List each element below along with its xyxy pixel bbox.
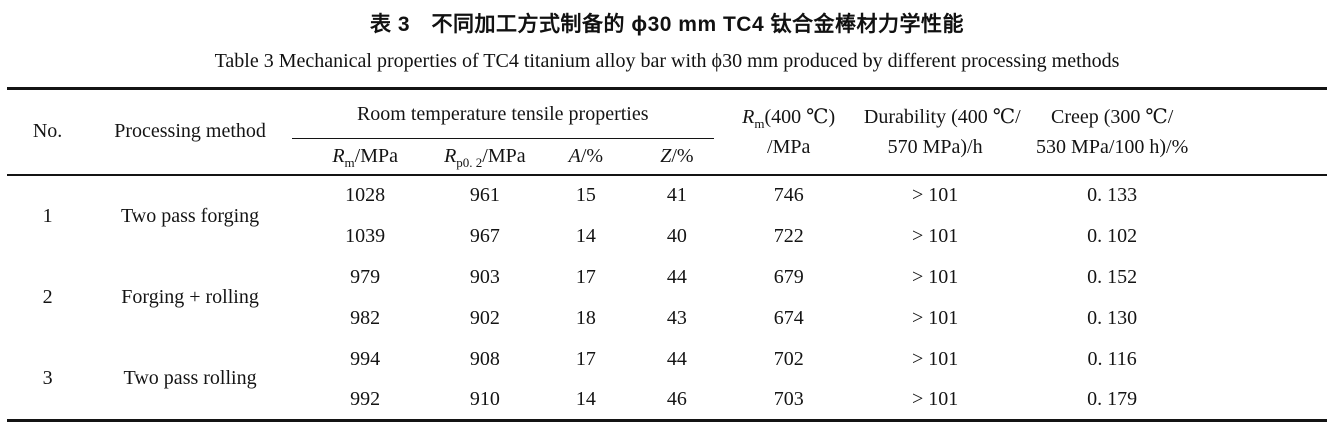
cell-a: 17: [575, 265, 596, 288]
cell-rm: 1039: [345, 224, 386, 247]
cell-rm400: 702: [773, 347, 804, 370]
header-creep-line2: 530 MPa/100 h)/%: [1036, 135, 1189, 158]
cell-a: 14: [575, 224, 596, 247]
cell-rm: 979: [350, 265, 381, 288]
header-rm-400-line1: Rm(400 ℃): [742, 105, 836, 131]
cell-a: 14: [575, 387, 596, 410]
cell-rm400: 679: [773, 265, 804, 288]
cell-no: 3: [42, 367, 53, 390]
table-body: 1 Two pass forging 1028 961 15 41 746 > …: [7, 175, 1327, 421]
cell-rm400: 674: [773, 306, 804, 329]
header-durability: Durability (400 ℃/ 570 MPa)/h: [863, 88, 1021, 176]
cell-z: 40: [666, 224, 687, 247]
table-row: 2 Forging + rolling 979 903 17 44 679 > …: [7, 257, 1327, 309]
header-reduction: Z/%: [640, 138, 714, 176]
cell-no: 1: [42, 204, 53, 227]
table-row: 992 910 14 46 703 > 101 0. 179: [7, 380, 1327, 421]
cell-rp02: 902: [469, 306, 500, 329]
cell-rp02: 961: [469, 184, 500, 206]
cell-z: 44: [666, 265, 687, 288]
cell-spacer: [1218, 216, 1327, 257]
cell-method: Forging + rolling: [121, 286, 259, 308]
header-no: No.: [7, 88, 89, 176]
table-header: No. Processing method Room temperature t…: [7, 88, 1327, 176]
table-row: 3 Two pass rolling 994 908 17 44 702 > 1…: [7, 339, 1327, 390]
header-durability-line2: 570 MPa)/h: [887, 135, 983, 158]
cell-a: 15: [575, 184, 596, 206]
header-rm-400: Rm(400 ℃) /MPa: [713, 88, 864, 176]
cell-spacer: [1218, 257, 1327, 298]
cell-spacer: [1218, 175, 1327, 216]
header-row-top: No. Processing method Room temperature t…: [7, 88, 1327, 176]
header-rm-400-line2: /MPa: [767, 135, 811, 158]
table-row: 1039 967 14 40 722 > 101 0. 102: [7, 216, 1327, 257]
cell-rm400: 703: [773, 387, 804, 410]
cell-z: 41: [666, 184, 687, 206]
cell-creep: 0. 102: [1087, 224, 1138, 247]
cell-rm: 1028: [345, 184, 386, 206]
header-creep-line1: Creep (300 ℃/: [1050, 105, 1174, 128]
cell-rm: 982: [350, 306, 381, 329]
cell-rm400: 722: [773, 224, 804, 247]
cell-durability: > 101: [911, 387, 959, 410]
cell-method: Two pass forging: [120, 204, 260, 227]
cell-durability: > 101: [911, 306, 959, 329]
header-tensile-group: Room temperature tensile properties: [291, 88, 714, 139]
cell-a: 17: [575, 347, 596, 370]
header-spacer: [1218, 88, 1327, 176]
cell-z: 43: [666, 306, 687, 329]
cell-no: 2: [42, 286, 53, 308]
cell-creep: 0. 152: [1087, 265, 1138, 288]
mechanical-properties-table: No. Processing method Room temperature t…: [7, 87, 1327, 422]
table-row: 982 902 18 43 674 > 101 0. 130: [7, 298, 1327, 339]
cell-spacer: [1218, 380, 1327, 421]
cell-a: 18: [575, 306, 596, 329]
table-title-english: Table 3 Mechanical properties of TC4 tit…: [214, 50, 1120, 72]
cell-durability: > 101: [911, 184, 959, 206]
cell-spacer: [1218, 339, 1327, 380]
cell-creep: 0. 179: [1087, 387, 1138, 410]
cell-creep: 0. 130: [1087, 306, 1138, 329]
header-processing-method: Processing method: [88, 88, 292, 176]
cell-z: 44: [666, 347, 687, 370]
cell-durability: > 101: [911, 265, 959, 288]
header-rp02: Rp0. 2/MPa: [438, 138, 532, 176]
cell-spacer: [1218, 298, 1327, 339]
table-row: 1 Two pass forging 1028 961 15 41 746 > …: [7, 175, 1327, 227]
cell-creep: 0. 116: [1087, 347, 1137, 370]
cell-creep: 0. 133: [1087, 184, 1138, 206]
cell-rm: 994: [350, 347, 381, 370]
header-creep: Creep (300 ℃/ 530 MPa/100 h)/%: [1006, 88, 1219, 176]
cell-rp02: 967: [469, 224, 500, 247]
cell-rp02: 908: [469, 347, 500, 370]
cell-rp02: 903: [469, 265, 500, 288]
cell-rp02: 910: [469, 387, 500, 410]
cell-rm: 992: [350, 387, 381, 410]
header-row-sub: Rm/MPa Rp0. 2/MPa A/% Z/%: [7, 138, 1327, 176]
table-title-chinese: 表 3 不同加工方式制备的 ϕ30 mm TC4 钛合金棒材力学性能: [370, 13, 964, 36]
cell-durability: > 101: [911, 347, 959, 370]
cell-rm400: 746: [773, 184, 804, 206]
header-elongation: A/%: [531, 138, 641, 176]
header-durability-line1: Durability (400 ℃/: [863, 105, 1021, 128]
cell-z: 46: [666, 387, 687, 410]
cell-durability: > 101: [911, 224, 959, 247]
header-rm: Rm/MPa: [291, 138, 439, 176]
cell-method: Two pass rolling: [123, 367, 257, 390]
